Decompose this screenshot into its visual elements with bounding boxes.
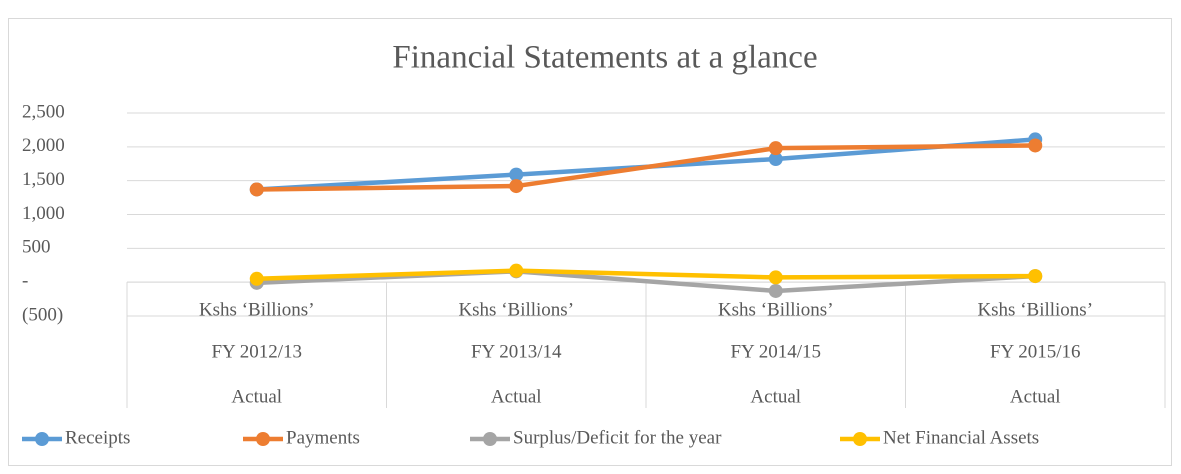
series-marker [509,179,524,194]
x-tick-label: Actual [231,386,282,407]
series-marker [249,271,264,286]
x-tick-label: Kshs ‘Billions’ [977,299,1093,320]
legend-label: Surplus/Deficit for the year [513,427,722,448]
series-marker [1028,269,1043,284]
legend-swatch-marker [35,432,49,446]
x-tick-label: FY 2013/14 [471,341,562,362]
y-tick-label: - [22,271,28,292]
x-tick-label: FY 2012/13 [211,341,302,362]
legend-swatch-marker [853,432,867,446]
x-tick-label: Actual [750,386,801,407]
chart-frame [8,18,1172,466]
series-marker [768,283,783,298]
x-tick-label: Kshs ‘Billions’ [458,299,574,320]
x-tick-label: FY 2014/15 [730,341,821,362]
series-marker [509,263,524,278]
chart-title: Financial Statements at a glance [392,40,817,76]
series-line [256,143,1036,192]
x-tick-label: Kshs ‘Billions’ [718,299,834,320]
series-line [256,268,1036,282]
y-tick-label: 500 [22,237,51,258]
y-tick-label: 2,000 [22,135,65,156]
series-marker [1028,138,1043,153]
legend-swatch-marker [256,432,270,446]
x-tick-label: Actual [1010,386,1061,407]
series-marker [768,152,783,167]
series-marker [768,141,783,156]
x-tick-label: FY 2015/16 [990,341,1081,362]
legend-label: Payments [286,427,360,448]
series-line [256,269,1036,294]
series-marker [768,270,783,285]
y-tick-label: 1,500 [22,169,65,190]
legend-label: Receipts [65,427,130,448]
series-marker [509,167,524,182]
y-tick-label: 1,000 [22,203,65,224]
y-tick-label: 2,500 [22,101,65,122]
x-tick-label: Kshs ‘Billions’ [199,299,315,320]
series-marker [249,182,264,197]
legend-swatch-marker [483,432,497,446]
legend-label: Net Financial Assets [883,427,1039,448]
x-tick-label: Actual [491,386,542,407]
y-tick-label: (500) [22,304,63,325]
